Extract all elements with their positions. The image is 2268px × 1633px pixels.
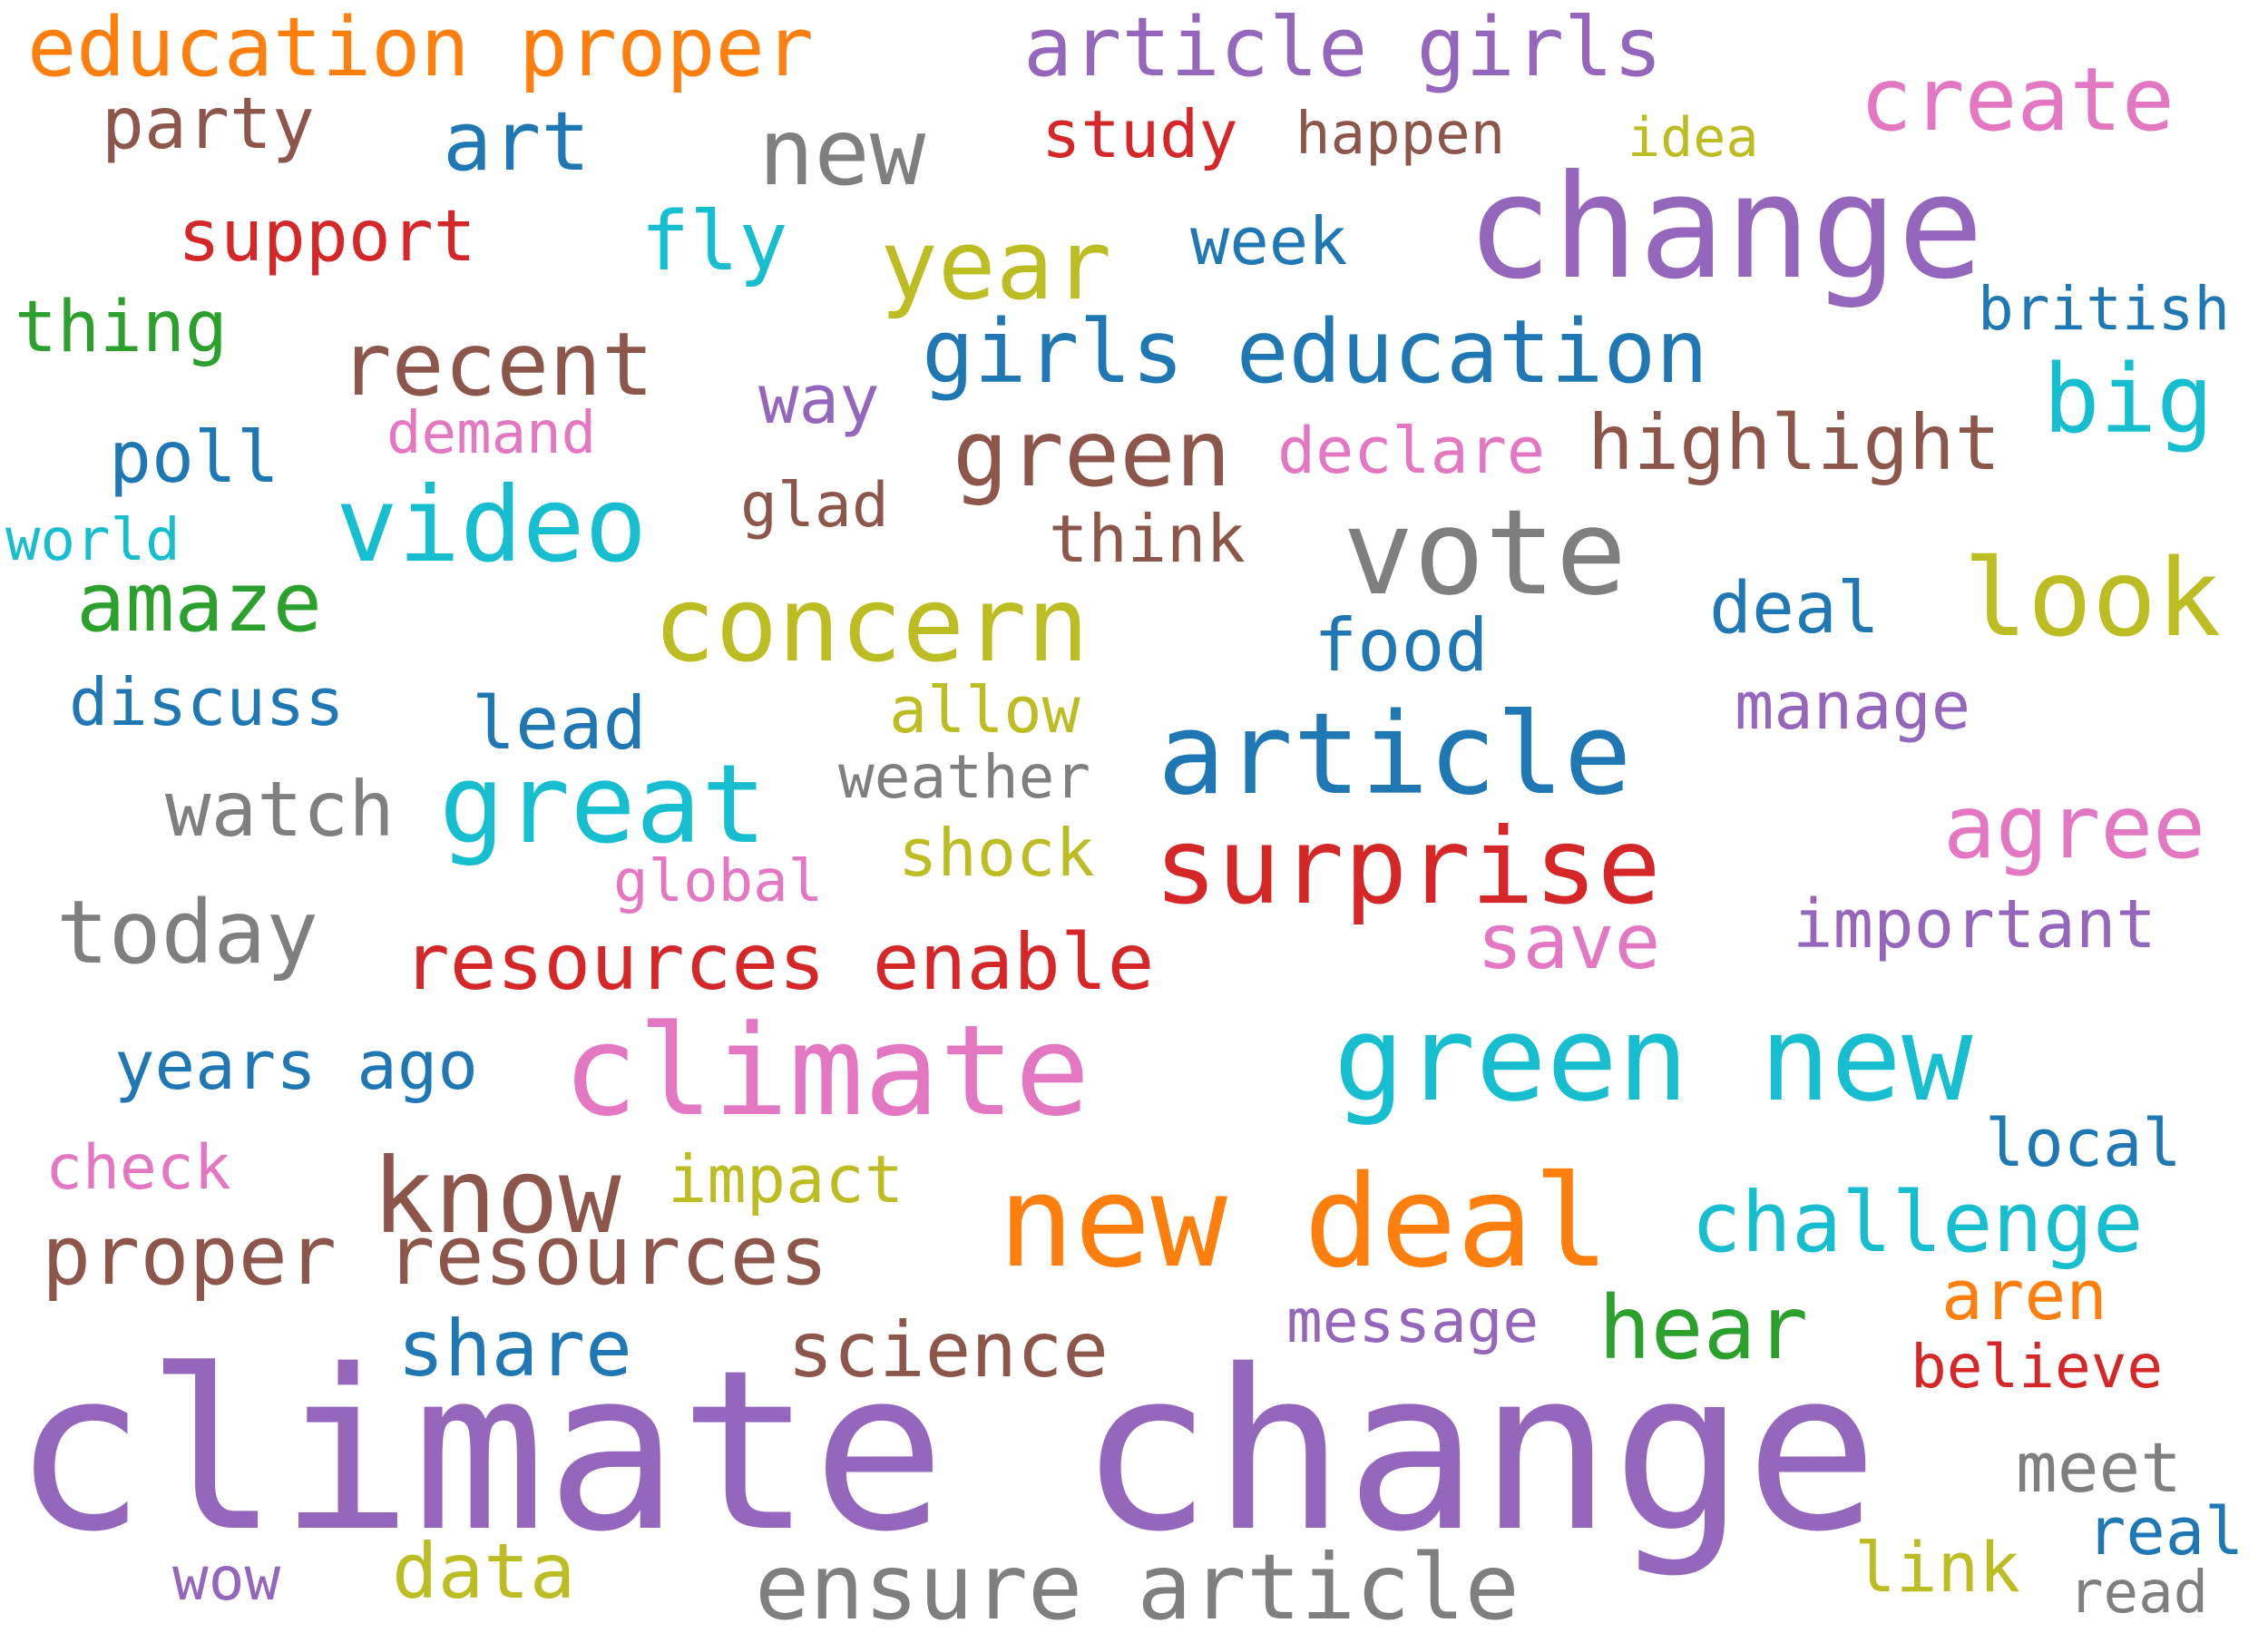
word-today: today	[56, 882, 318, 983]
word-challenge: challenge	[1691, 1174, 2144, 1271]
word-check: check	[45, 1132, 231, 1204]
word-highlight: highlight	[1588, 398, 2001, 487]
word-create: create	[1860, 49, 2175, 151]
word-wow: wow	[172, 1544, 281, 1614]
word-discuss: discuss	[69, 664, 345, 740]
word-vote: vote	[1343, 484, 1628, 621]
word-aren: aren	[1941, 1255, 2108, 1335]
word-science: science	[787, 1305, 1110, 1394]
word-poll: poll	[109, 417, 279, 499]
word-climate-change: climate change	[13, 1323, 1879, 1580]
word-share: share	[397, 1304, 632, 1394]
word-party: party	[102, 83, 315, 165]
word-save: save	[1477, 897, 1661, 986]
word-data: data	[392, 1527, 576, 1616]
word-thing: thing	[15, 287, 228, 368]
word-impact: impact	[668, 1141, 904, 1217]
word-look: look	[1963, 535, 2222, 660]
word-demand: demand	[386, 400, 597, 467]
word-real: real	[2087, 1493, 2244, 1569]
word-allow: allow	[889, 673, 1080, 748]
word-know: know	[372, 1136, 621, 1257]
word-british: british	[1978, 274, 2231, 344]
word-global: global	[613, 848, 824, 915]
word-fly: fly	[640, 194, 788, 289]
word-deal: deal	[1709, 568, 1880, 650]
word-local: local	[1985, 1105, 2182, 1181]
word-meet: meet	[2016, 1427, 2183, 1508]
word-link: link	[1854, 1527, 2021, 1608]
word-idea: idea	[1628, 106, 1759, 170]
word-way: way	[758, 361, 880, 439]
word-shock: shock	[898, 815, 1095, 891]
word-ensure-article: ensure article	[755, 1534, 1520, 1633]
word-green-new: green new	[1334, 990, 1973, 1128]
word-girls-education: girls education	[922, 301, 1708, 403]
word-agree: agree	[1943, 777, 2205, 878]
word-new: new	[758, 99, 926, 207]
word-big: big	[2043, 344, 2214, 455]
word-education-proper: education proper	[27, 0, 814, 95]
word-surprise: surprise	[1154, 806, 1661, 928]
word-article: article	[1158, 689, 1632, 820]
word-lead: lead	[472, 681, 647, 766]
word-proper-resources: proper resources	[42, 1208, 828, 1304]
word-art: art	[443, 94, 591, 190]
word-climate: climate	[562, 998, 1090, 1144]
word-hear: hear	[1598, 1277, 1809, 1379]
word-great: great	[439, 742, 767, 868]
word-glad: glad	[740, 470, 889, 542]
word-food: food	[1314, 603, 1489, 688]
word-week: week	[1190, 203, 1348, 279]
word-new-deal: new deal	[998, 1149, 1610, 1296]
word-article-girls: article girls	[1023, 0, 1663, 95]
word-recent: recent	[339, 314, 654, 416]
word-watch: watch	[165, 765, 395, 854]
word-study: study	[1041, 96, 1238, 172]
word-amaze: amaze	[76, 555, 322, 650]
word-concern: concern	[653, 564, 1090, 685]
word-declare: declare	[1277, 414, 1546, 488]
word-world: world	[5, 507, 181, 574]
word-think: think	[1049, 501, 1246, 577]
word-years-ago: years ago	[114, 1027, 478, 1105]
word-support: support	[178, 196, 476, 278]
word-weather: weather	[838, 742, 1091, 812]
word-believe: believe	[1911, 1332, 2164, 1402]
word-video: video	[336, 464, 648, 585]
word-year: year	[880, 210, 1112, 321]
word-read: read	[2068, 1560, 2209, 1627]
word-happen: happen	[1295, 101, 1506, 168]
word-important: important	[1793, 885, 2156, 963]
word-green: green	[953, 400, 1232, 508]
word-change: change	[1466, 144, 1984, 311]
word-message: message	[1286, 1286, 1540, 1356]
word-resources-enable: resources enable	[403, 917, 1155, 1008]
word-manage: manage	[1735, 668, 1971, 744]
